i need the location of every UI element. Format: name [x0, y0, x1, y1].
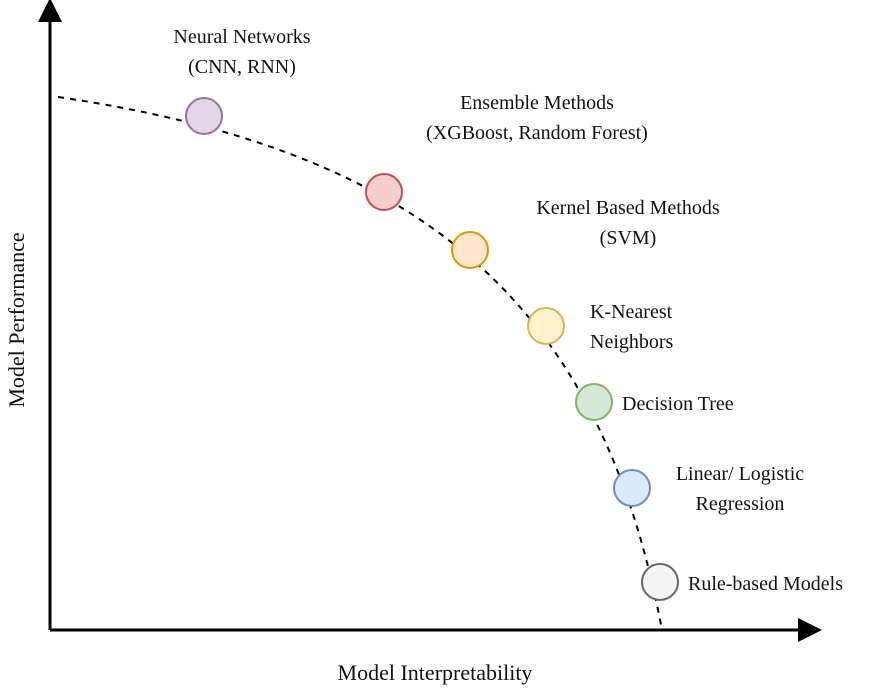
point-group: Kernel Based Methods (SVM) [451, 197, 720, 269]
point-label-line: (CNN, RNN) [188, 56, 296, 78]
x-axis-label: Model Interpretability [338, 660, 533, 685]
point-group: Neural Networks (CNN, RNN) [173, 26, 311, 135]
point-label-line: (SVM) [600, 227, 657, 249]
point-label-line: Ensemble Methods [460, 92, 614, 114]
point-label: Decision Tree [622, 393, 734, 415]
point-label: Linear/ Logistic Regression [676, 463, 804, 515]
point-marker [575, 383, 613, 421]
point-label: Kernel Based Methods (SVM) [536, 197, 720, 249]
point-marker [451, 231, 489, 269]
point-label-line: (XGBoost, Random Forest) [426, 122, 648, 144]
point-label: Ensemble Methods (XGBoost, Random Forest) [426, 92, 648, 144]
point-marker [641, 563, 679, 601]
tradeoff-curve [57, 96, 663, 631]
point-label-line: K-Nearest [590, 301, 673, 323]
point-label: K-Nearest Neighbors [590, 301, 674, 353]
point-label-line: Rule-based Models [688, 573, 843, 595]
point-label: Neural Networks (CNN, RNN) [173, 26, 310, 78]
point-marker [527, 307, 565, 345]
point-marker [185, 97, 223, 135]
point-group: Ensemble Methods (XGBoost, Random Forest) [365, 92, 648, 211]
point-marker [365, 173, 403, 211]
point-marker [613, 469, 651, 507]
point-label-line: Kernel Based Methods [536, 197, 720, 219]
points-layer: Neural Networks (CNN, RNN) Ensemble Method… [173, 26, 843, 601]
point-label: Rule-based Models [688, 573, 843, 595]
point-group: Linear/ Logistic Regression [613, 463, 804, 515]
point-label-line: Neighbors [590, 331, 674, 353]
point-group: Rule-based Models [641, 563, 843, 601]
y-axis-label: Model Performance [4, 232, 29, 407]
point-label-line: Decision Tree [622, 393, 734, 415]
point-label-line: Regression [696, 493, 785, 515]
point-group: Decision Tree [575, 383, 734, 421]
point-label-line: Linear/ Logistic [676, 463, 804, 485]
point-group: K-Nearest Neighbors [527, 301, 674, 353]
point-label-line: Neural Networks [173, 26, 310, 48]
